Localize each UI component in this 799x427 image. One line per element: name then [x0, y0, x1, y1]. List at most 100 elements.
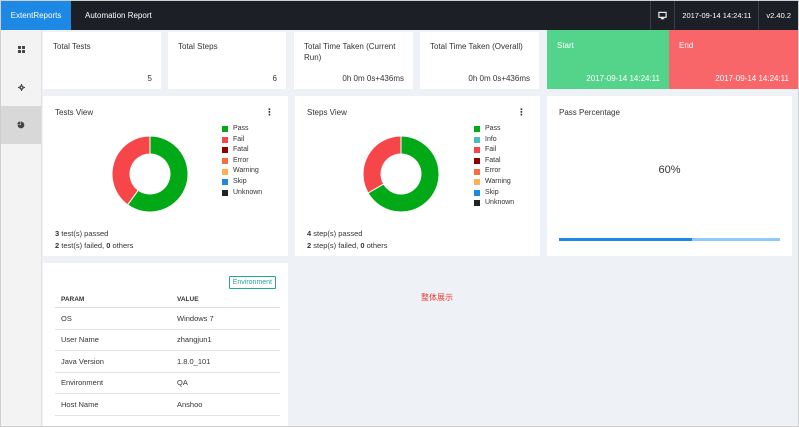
stat-card-time-overall: Total Time Taken (Overall) 0h 0m 0s+436m… [420, 32, 539, 89]
others-text: others [110, 241, 134, 250]
stat-card-end: End 2017-09-14 14:24:11 [669, 30, 798, 89]
stat-label: Total Time Taken (Current Run) [304, 42, 396, 62]
legend-label: Unknown [485, 199, 515, 207]
pass-progress-fill [559, 238, 692, 241]
sidebar-item-dashboard[interactable] [1, 30, 41, 68]
legend-swatch [474, 200, 480, 207]
others-count: 0 [106, 241, 111, 250]
legend-swatch [222, 126, 228, 133]
stat-value: 2017-09-14 14:24:11 [586, 74, 660, 83]
nav-right: 2017-09-14 14:24:11 v2.40.2 [650, 1, 798, 30]
stat-value: 0h 0m 0s+436ms [342, 74, 404, 83]
param-cell: User Name [55, 329, 171, 351]
value-cell: Anshoo [171, 393, 280, 416]
steps-summary-failed: 2 step(s) failed, 0 others [307, 241, 387, 250]
stat-label: Total Tests [53, 42, 91, 51]
monitor-icon[interactable] [650, 1, 674, 30]
stat-card-total-tests: Total Tests 5 [43, 32, 161, 89]
legend-item-error: Error [222, 156, 262, 167]
legend-swatch [474, 147, 480, 154]
tests-donut-chart [111, 135, 189, 213]
legend-label: Fail [233, 135, 245, 143]
environment-table: PARAM VALUE OS Windows 7 User Name zhangju… [55, 291, 280, 416]
param-cell: Host Name [55, 393, 171, 416]
dashboard-icon [17, 45, 25, 53]
table-header-row: PARAM VALUE [55, 291, 280, 308]
donut-slice-pass[interactable] [367, 135, 440, 213]
annotation-text: 整体展示 [421, 293, 453, 302]
legend-item-unknown: Unknown [474, 198, 514, 209]
legend-item-skip: Skip [222, 177, 262, 188]
side-nav [1, 30, 42, 426]
value-cell: QA [171, 372, 280, 394]
param-cell: Environment [55, 372, 171, 394]
pass-progress-track [559, 238, 780, 241]
donut-slice-fail[interactable] [111, 135, 151, 206]
param-cell: Java Version [55, 350, 171, 373]
donut-slice-pass[interactable] [126, 135, 189, 213]
legend-label: Warning [233, 167, 259, 175]
passed-text: step(s) passed [311, 229, 363, 238]
failed-text: step(s) failed, [311, 241, 361, 250]
sidebar-item-dashboard-view[interactable] [1, 106, 41, 144]
more-menu-icon[interactable]: ⋮ [517, 107, 526, 117]
tests-view-card: Tests View ⋮ Pass Fail Fatal Error Warning Sk… [43, 96, 288, 256]
legend-item-unknown: Unknown [222, 188, 262, 199]
card-title: Steps View [307, 108, 347, 117]
legend-item-pass: Pass [222, 124, 262, 135]
stat-value: 6 [272, 74, 277, 83]
more-menu-icon[interactable]: ⋮ [265, 107, 274, 117]
passed-text: test(s) passed [59, 229, 109, 238]
legend-label: Skip [485, 188, 499, 196]
stat-value: 0h 0m 0s+436ms [468, 74, 530, 83]
stat-card-start: Start 2017-09-14 14:24:11 [547, 30, 669, 89]
top-nav: ExtentReports Automation Report 2017-09-… [1, 1, 798, 30]
stat-label: Total Time Taken (Overall) [430, 42, 523, 51]
legend-swatch [222, 136, 228, 143]
legend-item-skip: Skip [474, 188, 514, 199]
column-header-param: PARAM [55, 291, 171, 308]
legend-label: Warning [485, 177, 511, 185]
tests-summary-failed: 2 test(s) failed, 0 others [55, 241, 133, 250]
sidebar-item-settings[interactable] [1, 68, 41, 106]
brand-logo[interactable]: ExtentReports [1, 1, 71, 30]
others-text: others [364, 241, 388, 250]
legend-item-warning: Warning [474, 177, 514, 188]
stat-card-total-steps: Total Steps 6 [168, 32, 286, 89]
legend-item-fatal: Fatal [222, 145, 262, 156]
legend-item-error: Error [474, 166, 514, 177]
steps-donut-chart [362, 135, 440, 213]
legend-label: Fail [485, 146, 497, 154]
legend-label: Skip [233, 177, 247, 185]
tests-legend: Pass Fail Fatal Error Warning Skip Unknown [222, 124, 262, 198]
gear-icon [17, 83, 25, 91]
steps-summary-passed: 4 step(s) passed [307, 229, 362, 238]
legend-swatch [222, 179, 228, 186]
param-cell: OS [55, 307, 171, 330]
steps-legend: Pass Info Fail Fatal Error Warning Skip Unknown [474, 124, 514, 209]
stat-value: 5 [147, 74, 152, 83]
legend-swatch [222, 168, 228, 175]
legend-swatch [474, 126, 480, 133]
donut-slice-fail[interactable] [362, 135, 402, 194]
value-cell: Windows 7 [171, 307, 280, 330]
environment-card: Environment PARAM VALUE OS Windows 7 User… [43, 263, 288, 426]
failed-text: test(s) failed, [59, 241, 107, 250]
card-title: Tests View [55, 108, 94, 117]
stat-label: Start [557, 41, 574, 50]
version-label: v2.40.2 [758, 1, 798, 30]
legend-label: Fatal [233, 146, 249, 154]
environment-button[interactable]: Environment [228, 276, 276, 289]
others-count: 0 [360, 241, 365, 250]
steps-view-card: Steps View ⋮ Pass Info Fail Fatal Error Warni… [295, 96, 540, 256]
pass-percentage-value: 60% [658, 164, 681, 176]
value-cell: zhangjun1 [171, 329, 280, 351]
legend-label: Pass [485, 125, 501, 132]
legend-swatch [474, 179, 480, 186]
legend-label: Fatal [485, 156, 501, 164]
legend-item-warning: Warning [222, 166, 262, 177]
passed-count: 3 [55, 229, 60, 238]
legend-label: Error [485, 167, 501, 175]
legend-swatch [222, 147, 228, 154]
